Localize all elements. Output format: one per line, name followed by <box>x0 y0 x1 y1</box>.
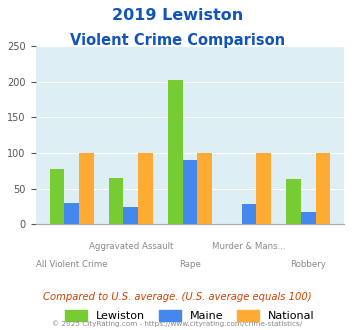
Bar <box>50 169 64 224</box>
Bar <box>286 180 301 224</box>
Bar <box>64 203 79 224</box>
Text: Compared to U.S. average. (U.S. average equals 100): Compared to U.S. average. (U.S. average … <box>43 292 312 302</box>
Text: Robbery: Robbery <box>290 260 326 269</box>
Bar <box>301 212 316 224</box>
Bar <box>138 153 153 224</box>
Bar <box>316 153 330 224</box>
Text: 2019 Lewiston: 2019 Lewiston <box>112 8 243 23</box>
Text: © 2025 CityRating.com - https://www.cityrating.com/crime-statistics/: © 2025 CityRating.com - https://www.city… <box>53 321 302 327</box>
Bar <box>182 159 197 224</box>
Bar <box>109 178 124 224</box>
Bar <box>197 153 212 224</box>
Text: Rape: Rape <box>179 260 201 269</box>
Text: Murder & Mans...: Murder & Mans... <box>212 242 286 251</box>
Bar <box>79 153 94 224</box>
Text: Violent Crime Comparison: Violent Crime Comparison <box>70 33 285 48</box>
Text: All Violent Crime: All Violent Crime <box>36 260 108 269</box>
Legend: Lewiston, Maine, National: Lewiston, Maine, National <box>61 306 319 326</box>
Bar <box>124 207 138 224</box>
Bar <box>168 80 182 224</box>
Bar <box>256 153 271 224</box>
Bar <box>242 204 256 224</box>
Text: Aggravated Assault: Aggravated Assault <box>89 242 173 251</box>
